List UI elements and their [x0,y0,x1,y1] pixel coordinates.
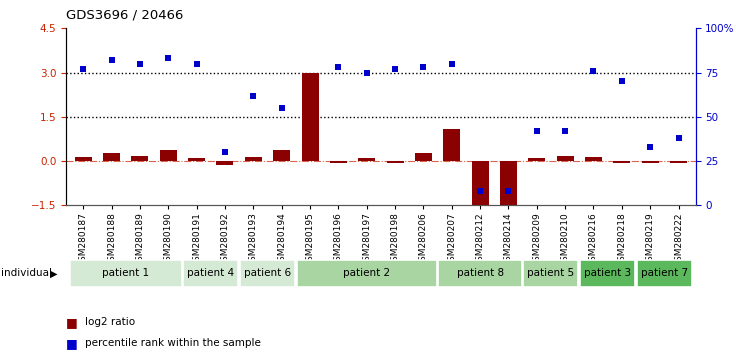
Point [389,66,401,72]
Text: patient 3: patient 3 [584,268,631,279]
Bar [528,158,545,161]
Bar [240,260,295,287]
Bar [245,156,262,161]
Bar [670,161,687,164]
Text: ▶: ▶ [50,268,57,279]
Bar [183,260,238,287]
Bar [103,153,120,161]
Bar [415,153,432,161]
Bar [500,161,517,207]
Point [247,93,259,98]
Point [673,135,684,141]
Bar [188,158,205,161]
Bar [637,260,692,287]
Point [134,61,146,67]
Point [417,64,429,70]
Point [163,56,174,61]
Text: patient 8: patient 8 [456,268,503,279]
Point [333,64,344,70]
Point [587,68,599,74]
Bar [75,156,92,161]
Text: log2 ratio: log2 ratio [85,317,135,327]
Text: GDS3696 / 20466: GDS3696 / 20466 [66,9,183,22]
Bar [386,161,403,164]
Text: patient 6: patient 6 [244,268,291,279]
Bar [523,260,578,287]
Text: patient 7: patient 7 [641,268,688,279]
Bar [642,161,659,164]
Point [616,79,628,84]
Bar [302,73,319,161]
Point [446,61,458,67]
Text: percentile rank within the sample: percentile rank within the sample [85,338,261,348]
Bar [70,260,182,287]
Bar [297,260,436,287]
Point [531,128,542,134]
Point [503,188,514,194]
Bar [216,161,233,165]
Text: individual: individual [1,268,52,279]
Text: patient 5: patient 5 [528,268,575,279]
Point [191,61,202,67]
Bar [439,260,522,287]
Point [644,144,656,150]
Bar [443,129,460,161]
Bar [613,161,630,162]
Text: patient 2: patient 2 [343,268,390,279]
Point [276,105,288,111]
Bar [132,156,149,161]
Text: patient 4: patient 4 [187,268,234,279]
Bar [273,150,290,161]
Bar [160,150,177,161]
Point [474,188,486,194]
Point [304,8,316,13]
Point [361,70,372,75]
Bar [358,158,375,161]
Bar [330,161,347,162]
Bar [585,156,602,161]
Text: patient 1: patient 1 [102,268,149,279]
Point [219,149,231,155]
Bar [580,260,635,287]
Bar [556,156,573,161]
Point [559,128,571,134]
Point [77,66,89,72]
Bar [472,161,489,210]
Text: ■: ■ [66,337,78,350]
Point [106,57,118,63]
Text: ■: ■ [66,316,78,329]
